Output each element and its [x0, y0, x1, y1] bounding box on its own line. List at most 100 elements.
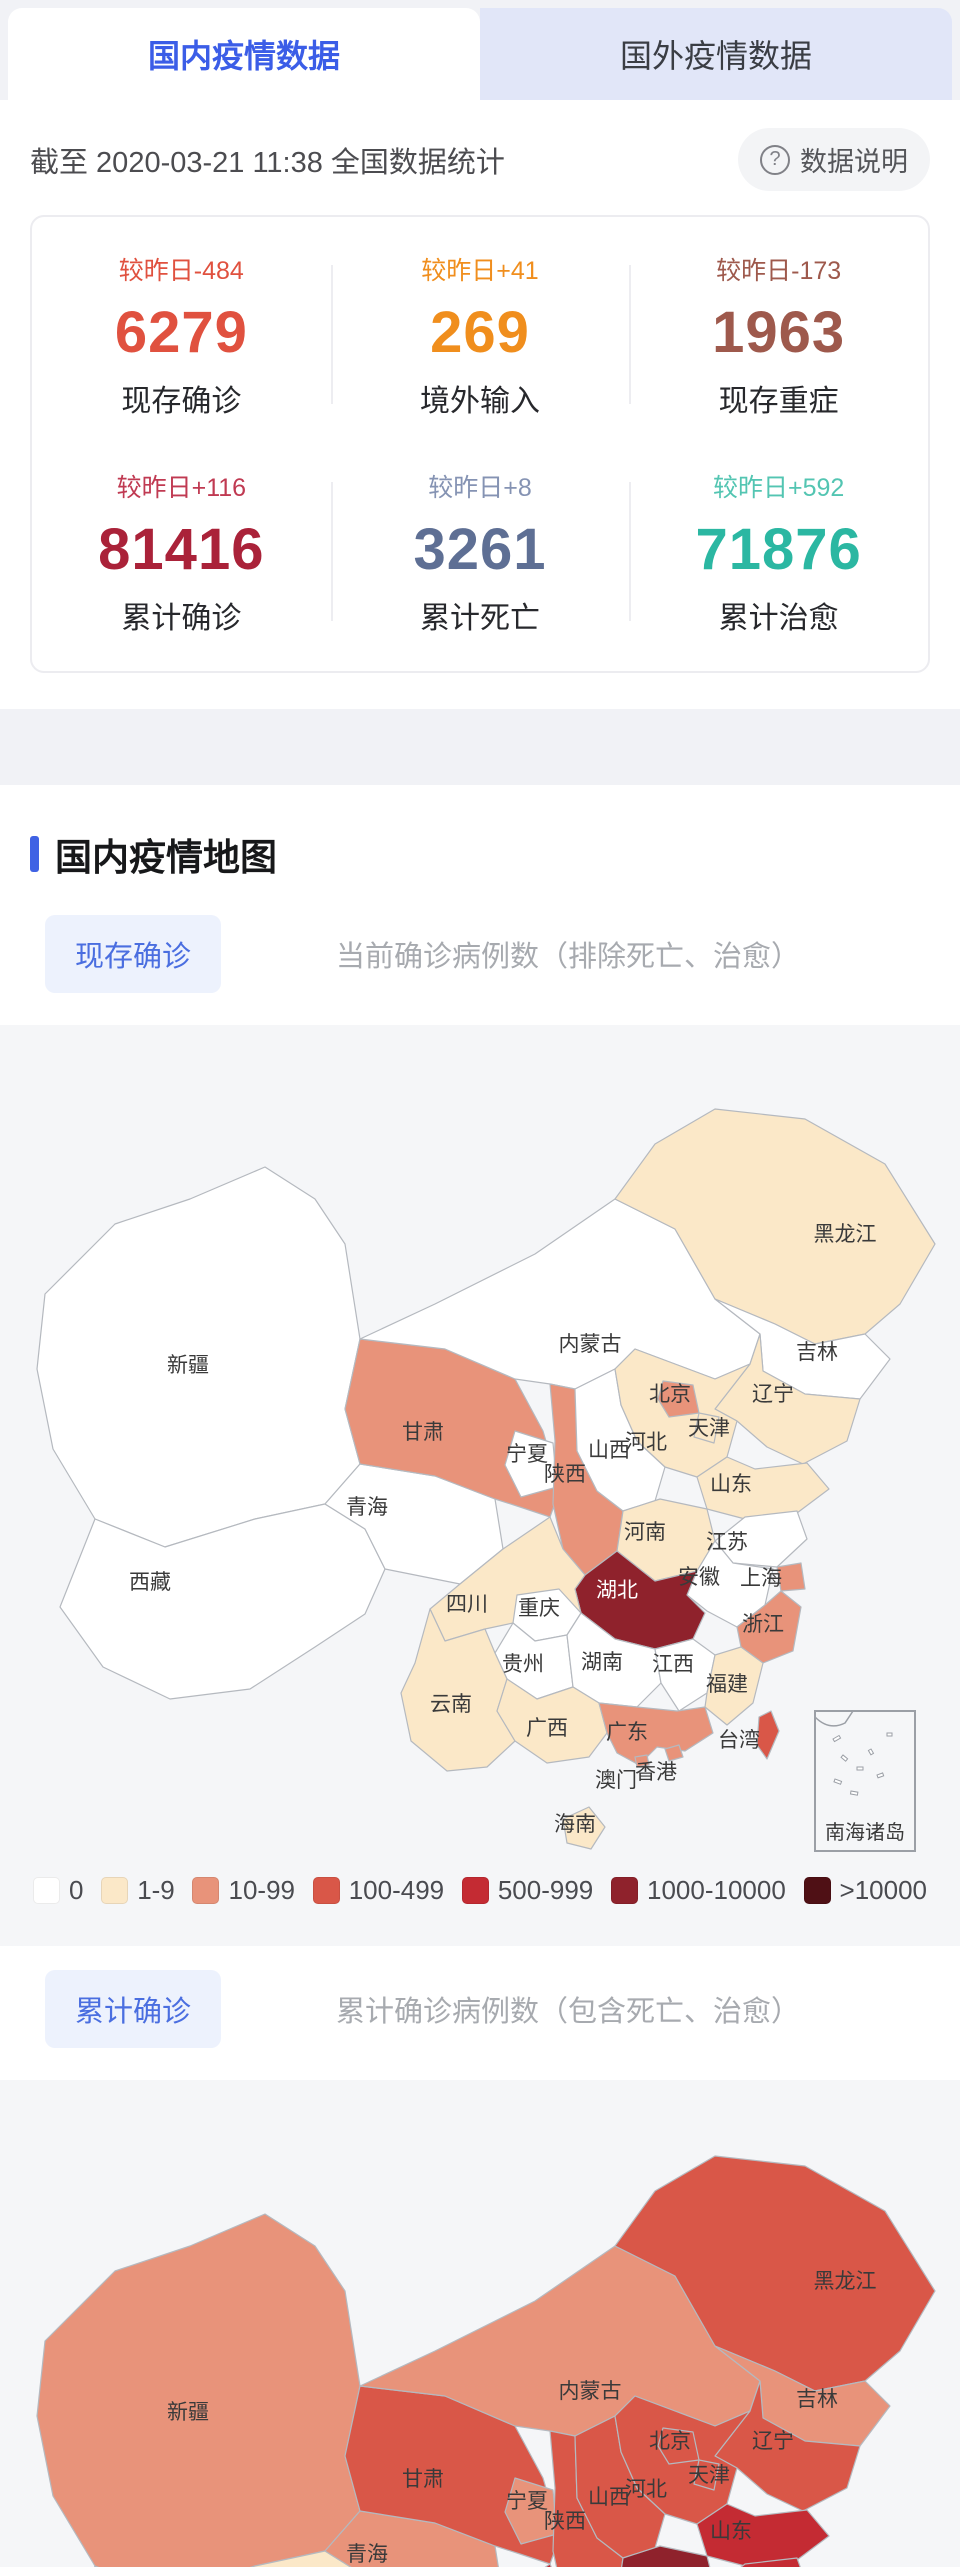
- province-label-jilin: 吉林: [796, 2388, 838, 2411]
- province-xizang[interactable]: [59, 1503, 386, 1700]
- province-label-shanghai: 上海: [740, 1567, 782, 1590]
- stat-total-recovered[interactable]: 较昨日+592 71876 累计治愈: [629, 448, 928, 665]
- legend-swatch: [803, 1877, 831, 1904]
- province-label-shanxi: 山西: [588, 2486, 630, 2509]
- province-label-beijing: 北京: [649, 2430, 691, 2453]
- province-label-jiangxi: 江西: [652, 1653, 694, 1676]
- province-label-shaanxi: 陕西: [544, 1463, 586, 1486]
- province-label-gansu: 甘肃: [402, 2468, 444, 2491]
- province-label-sichuan: 四川: [446, 1593, 488, 1616]
- stat-value: 1963: [712, 300, 846, 365]
- inset-island: [832, 1734, 842, 1743]
- china-choropleth: 新疆西藏青海甘肃内蒙古黑龙江吉林辽宁宁夏陕西山西河北北京天津山东河南江苏安徽上海…: [36, 2155, 936, 2567]
- stat-total-confirmed[interactable]: 较昨日+116 81416 累计确诊: [32, 448, 331, 665]
- legend-swatch: [192, 1877, 220, 1904]
- province-label-henan: 河南: [624, 1521, 666, 1544]
- province-hainan[interactable]: [562, 1806, 606, 1850]
- province-label-guangxi: 广西: [526, 1717, 568, 1740]
- stat-value: 6279: [114, 300, 248, 365]
- province-xinjiang[interactable]: [36, 2213, 361, 2567]
- legend-item: 1-9: [101, 1875, 175, 1906]
- stat-delta: 较昨日+592: [713, 474, 845, 502]
- province-label-neimenggu: 内蒙古: [559, 2380, 622, 2403]
- map-legend: 0 1-9 10-99 100-499 500-999 1000-10000 >…: [15, 1859, 945, 1936]
- south-china-sea-inset: 南海诸岛: [814, 1710, 916, 1852]
- china-map-cumulative: 新疆西藏青海甘肃内蒙古黑龙江吉林辽宁宁夏陕西山西河北北京天津山东河南江苏安徽上海…: [15, 2096, 945, 2567]
- legend-swatch: [101, 1877, 129, 1904]
- province-label-macau: 澳门: [595, 1769, 637, 1792]
- province-label-guizhou: 贵州: [502, 1653, 544, 1676]
- top-tab-bar: 国内疫情数据 国外疫情数据: [0, 0, 960, 100]
- legend-item: >10000: [803, 1875, 927, 1906]
- province-guangdong[interactable]: [598, 1702, 714, 1766]
- province-label-guangdong: 广东: [606, 1721, 648, 1744]
- stat-existing-severe[interactable]: 较昨日-173 1963 现存重症: [629, 231, 928, 448]
- province-label-hunan: 湖南: [581, 1651, 623, 1674]
- province-label-yunnan: 云南: [430, 1693, 472, 1716]
- province-label-xizang: 西藏: [129, 1571, 171, 1594]
- inset-island: [849, 1790, 859, 1796]
- stat-value: 3261: [413, 517, 547, 582]
- province-label-shanxi: 山西: [588, 1439, 630, 1462]
- province-label-qinghai: 青海: [346, 2543, 388, 2566]
- data-explanation-button[interactable]: ? 数据说明: [738, 128, 930, 191]
- province-ningxia[interactable]: [504, 1430, 558, 1498]
- stat-value: 81416: [98, 517, 265, 582]
- stat-delta: 较昨日+41: [421, 257, 539, 285]
- province-label-hainan: 海南: [554, 1813, 596, 1836]
- data-explanation-label: 数据说明: [800, 147, 908, 177]
- legend-item: 0: [33, 1875, 83, 1906]
- legend-swatch: [312, 1877, 340, 1904]
- inset-island: [840, 1754, 849, 1762]
- province-label-jilin: 吉林: [796, 1341, 838, 1364]
- province-label-taiwan: 台湾: [718, 1729, 760, 1752]
- as-of-timestamp: 截至 2020-03-21 11:38 全国数据统计: [30, 146, 505, 179]
- stat-imported[interactable]: 较昨日+41 269 境外输入: [330, 231, 630, 448]
- province-label-zhejiang: 浙江: [742, 1613, 784, 1636]
- cumulative-map-area: 新疆西藏青海甘肃内蒙古黑龙江吉林辽宁宁夏陕西山西河北北京天津山东河南江苏安徽上海…: [0, 2080, 960, 2567]
- province-label-shaanxi: 陕西: [544, 2510, 586, 2533]
- inset-island: [886, 1732, 893, 1737]
- province-label-hebei: 河北: [625, 2478, 667, 2501]
- china-map-existing: 新疆 西藏 青海 甘肃 内蒙古 黑龙江 吉林 辽宁 宁夏 陕西 山西 河北 北京 天津 山东 河南 江苏 安徽 上海…: [15, 1049, 945, 1859]
- stat-value: 71876: [695, 517, 862, 582]
- province-hongkong[interactable]: [664, 1744, 684, 1762]
- province-macau[interactable]: [634, 1754, 650, 1768]
- legend-item: 100-499: [312, 1875, 444, 1906]
- province-label-tianjin: 天津: [688, 1417, 730, 1440]
- tab-domestic-data[interactable]: 国内疫情数据: [8, 8, 480, 100]
- header-row: 截至 2020-03-21 11:38 全国数据统计 ? 数据说明: [0, 100, 960, 197]
- stat-existing-confirmed[interactable]: 较昨日-484 6279 现存确诊: [32, 231, 331, 448]
- stat-total-deaths[interactable]: 较昨日+8 3261 累计死亡: [330, 448, 630, 665]
- inset-island: [833, 1778, 843, 1785]
- stat-label: 累计治愈: [718, 602, 839, 635]
- province-taiwan[interactable]: [756, 1710, 780, 1760]
- province-label-xinjiang: 新疆: [167, 1354, 209, 1377]
- province-label-liaoning: 辽宁: [752, 1383, 794, 1406]
- province-shanghai[interactable]: [776, 1562, 806, 1592]
- province-label-chongqing: 重庆: [518, 1597, 560, 1620]
- cumulative-confirmed-toggle[interactable]: 累计确诊: [45, 1970, 222, 2048]
- legend-swatch: [610, 1877, 638, 1904]
- tab-foreign-data[interactable]: 国外疫情数据: [480, 8, 952, 100]
- existing-map-area: 新疆 西藏 青海 甘肃 内蒙古 黑龙江 吉林 辽宁 宁夏 陕西 山西 河北 北京 天津 山东 河南 江苏 安徽 上海…: [0, 1025, 960, 1946]
- existing-map-description: 当前确诊病例数（排除死亡、治愈）: [336, 941, 801, 973]
- province-label-heilongjiang: 黑龙江: [814, 2270, 877, 2293]
- stats-grid: 较昨日-484 6279 现存确诊 较昨日+41 269 境外输入 较昨日-17…: [30, 215, 930, 673]
- national-stats-card: 截至 2020-03-21 11:38 全国数据统计 ? 数据说明 较昨日-48…: [0, 100, 960, 709]
- stat-delta: 较昨日-484: [118, 257, 244, 285]
- province-label-liaoning: 辽宁: [752, 2430, 794, 2453]
- province-beijing[interactable]: [657, 1380, 700, 1418]
- china-choropleth: 新疆西藏青海甘肃内蒙古黑龙江吉林辽宁宁夏陕西山西河北北京天津山东河南江苏安徽上海…: [36, 1108, 936, 1852]
- existing-confirmed-toggle[interactable]: 现存确诊: [45, 915, 222, 993]
- province-label-xinjiang: 新疆: [167, 2401, 209, 2424]
- province-label-hubei: 湖北: [596, 1579, 638, 1602]
- province-tianjin[interactable]: [693, 1412, 720, 1444]
- province-fujian[interactable]: [704, 1646, 764, 1726]
- province-label-shandong: 山东: [710, 1473, 752, 1496]
- province-label-jiangsu: 江苏: [706, 1531, 748, 1554]
- title-accent-bar: [30, 836, 39, 872]
- province-shandong[interactable]: [696, 1456, 830, 1520]
- stat-label: 境外输入: [419, 385, 540, 418]
- legend-item: 10-99: [192, 1875, 295, 1906]
